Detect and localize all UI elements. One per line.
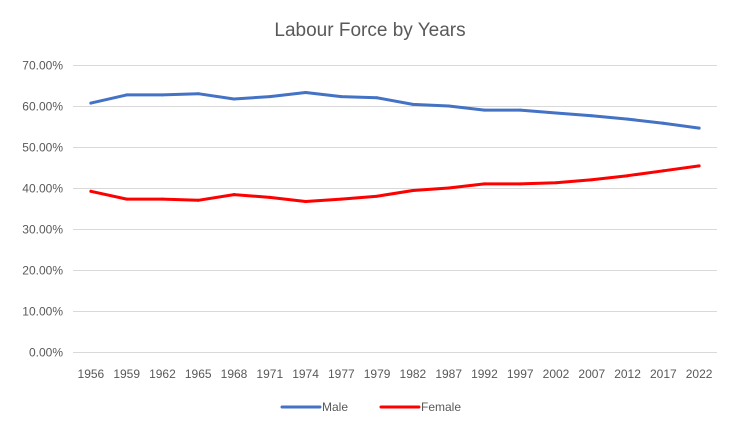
data-point-female xyxy=(590,178,594,182)
series-line-male xyxy=(89,91,701,130)
data-point-female xyxy=(268,195,272,199)
data-point-female xyxy=(518,182,522,186)
y-tick-label: 60.00% xyxy=(22,100,63,114)
data-point-male xyxy=(411,102,415,106)
data-point-female xyxy=(232,193,236,197)
x-tick-label: 1962 xyxy=(149,367,176,381)
x-tick-label: 1987 xyxy=(435,367,462,381)
series-line-female xyxy=(89,164,701,203)
x-tick-label: 1956 xyxy=(78,367,105,381)
legend: Male Female xyxy=(280,400,461,414)
x-axis-ticks: 1956 1959 1962 1965 1968 1971 1974 1977 1979 1982… xyxy=(78,367,713,381)
y-tick-label: 40.00% xyxy=(22,182,63,196)
x-tick-label: 1982 xyxy=(400,367,427,381)
data-point-male xyxy=(590,114,594,118)
data-point-male xyxy=(518,108,522,112)
x-tick-label: 2012 xyxy=(614,367,641,381)
data-point-male xyxy=(554,111,558,115)
data-point-female xyxy=(697,164,701,168)
data-point-male xyxy=(482,108,486,112)
data-point-female xyxy=(160,197,164,201)
data-point-female xyxy=(626,174,630,178)
data-point-male xyxy=(125,93,129,97)
data-point-female xyxy=(196,198,200,202)
x-tick-label: 2002 xyxy=(543,367,570,381)
y-tick-label: 50.00% xyxy=(22,141,63,155)
x-tick-label: 1992 xyxy=(471,367,498,381)
data-point-female xyxy=(339,197,343,201)
legend-label-male: Male xyxy=(322,400,348,414)
x-tick-label: 1974 xyxy=(292,367,319,381)
y-tick-label: 70.00% xyxy=(22,59,63,73)
x-tick-label: 1971 xyxy=(256,367,283,381)
data-point-male xyxy=(232,97,236,101)
x-tick-label: 2017 xyxy=(650,367,677,381)
x-tick-label: 1977 xyxy=(328,367,355,381)
data-point-male xyxy=(339,95,343,99)
data-point-female xyxy=(411,189,415,192)
chart-title: Labour Force by Years xyxy=(274,20,465,41)
y-tick-label: 0.00% xyxy=(29,346,63,360)
y-axis-ticks: 0.00% 10.00% 20.00% 30.00% 40.00% 50.00% 60.00… xyxy=(22,59,63,360)
series-lines xyxy=(89,91,701,203)
data-point-male xyxy=(89,101,93,105)
data-point-male xyxy=(626,117,630,121)
data-point-female xyxy=(375,194,379,198)
x-tick-label: 1968 xyxy=(221,367,248,381)
data-point-male xyxy=(375,96,379,100)
data-point-female xyxy=(447,186,451,190)
x-tick-label: 2022 xyxy=(686,367,713,381)
data-point-male xyxy=(196,92,200,96)
data-point-female xyxy=(89,189,93,193)
data-point-male xyxy=(661,121,665,125)
data-point-female xyxy=(304,200,308,203)
data-point-male xyxy=(697,126,701,130)
data-point-female xyxy=(125,197,129,201)
y-tick-label: 10.00% xyxy=(22,305,63,319)
data-point-male xyxy=(447,104,451,108)
data-point-male xyxy=(160,93,164,97)
data-point-female xyxy=(554,181,558,185)
legend-label-female: Female xyxy=(421,400,461,414)
data-point-male xyxy=(304,91,308,94)
x-tick-label: 1959 xyxy=(113,367,140,381)
x-tick-label: 1965 xyxy=(185,367,212,381)
x-tick-label: 2007 xyxy=(578,367,605,381)
y-tick-label: 20.00% xyxy=(22,264,63,278)
data-point-male xyxy=(268,95,272,99)
x-tick-label: 1979 xyxy=(364,367,391,381)
data-point-female xyxy=(482,182,486,186)
y-tick-label: 30.00% xyxy=(22,223,63,237)
gridlines xyxy=(73,65,717,353)
x-tick-label: 1997 xyxy=(507,367,534,381)
data-point-female xyxy=(661,169,665,173)
